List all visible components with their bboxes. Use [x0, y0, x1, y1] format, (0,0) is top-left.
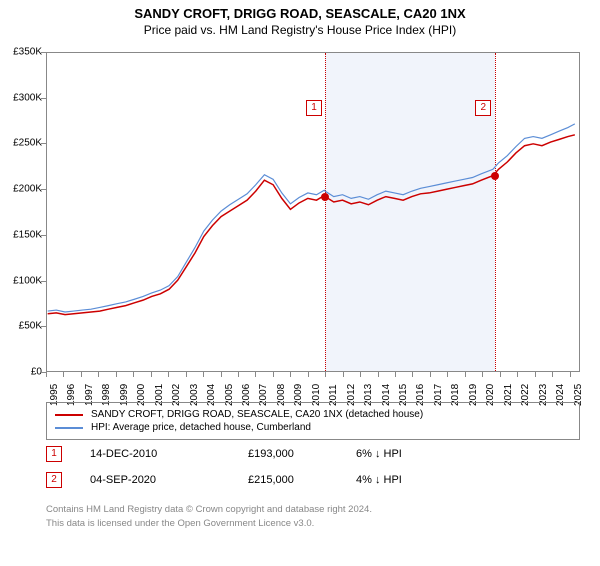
anno-num-1: 1	[46, 446, 62, 462]
ytick-label: £250K	[2, 138, 42, 149]
footer-line-1: Contains HM Land Registry data © Crown c…	[46, 504, 580, 515]
marker-2	[491, 172, 499, 180]
legend-item-1: SANDY CROFT, DRIGG ROAD, SEASCALE, CA20 …	[55, 409, 571, 420]
series-line	[48, 124, 575, 312]
annotation-row-2: 2 04-SEP-2020 £215,000 4% ↓ HPI	[46, 472, 580, 488]
marker-1	[321, 193, 329, 201]
chart-plot-area: 1 2	[46, 52, 580, 372]
ytick-label: £300K	[2, 92, 42, 103]
legend: SANDY CROFT, DRIGG ROAD, SEASCALE, CA20 …	[46, 402, 580, 440]
anno-num-2: 2	[46, 472, 62, 488]
anno-date-2: 04-SEP-2020	[90, 474, 220, 486]
ytick-label: £0	[2, 367, 42, 378]
anno-delta-1: 6% ↓ HPI	[356, 448, 402, 460]
chart-subtitle: Price paid vs. HM Land Registry's House …	[0, 23, 600, 37]
series-line	[48, 135, 575, 315]
chart-anno-2: 2	[475, 97, 491, 116]
legend-label-1: SANDY CROFT, DRIGG ROAD, SEASCALE, CA20 …	[91, 409, 423, 420]
ytick-label: £50K	[2, 321, 42, 332]
anno-price-1: £193,000	[248, 448, 328, 460]
legend-swatch-2	[55, 427, 83, 429]
anno-price-2: £215,000	[248, 474, 328, 486]
ytick-label: £150K	[2, 229, 42, 240]
footer-line-2: This data is licensed under the Open Gov…	[46, 518, 580, 529]
anno-date-1: 14-DEC-2010	[90, 448, 220, 460]
annotation-row-1: 1 14-DEC-2010 £193,000 6% ↓ HPI	[46, 446, 580, 462]
ytick-label: £100K	[2, 275, 42, 286]
legend-item-2: HPI: Average price, detached house, Cumb…	[55, 422, 571, 433]
legend-label-2: HPI: Average price, detached house, Cumb…	[91, 422, 311, 433]
ytick-label: £350K	[2, 47, 42, 58]
chart-title: SANDY CROFT, DRIGG ROAD, SEASCALE, CA20 …	[0, 6, 600, 21]
chart-anno-1: 1	[306, 97, 322, 116]
ytick-label: £200K	[2, 184, 42, 195]
anno-delta-2: 4% ↓ HPI	[356, 474, 402, 486]
legend-swatch-1	[55, 414, 83, 416]
